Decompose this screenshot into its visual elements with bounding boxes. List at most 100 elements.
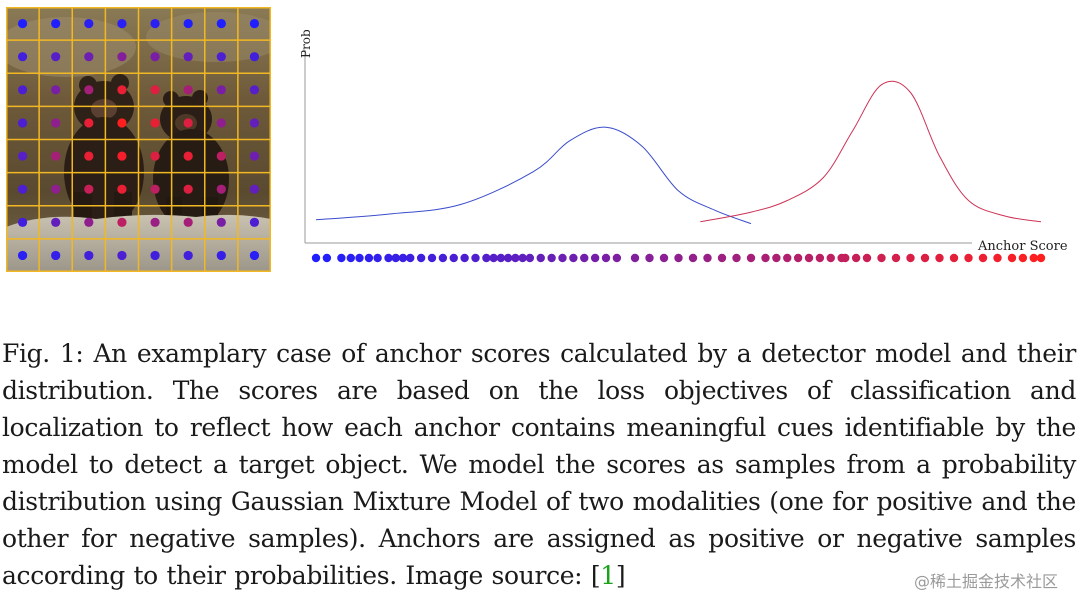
anchor-dot [51, 85, 61, 95]
citation-open-bracket: [ [590, 561, 601, 590]
anchor-dot [84, 52, 94, 62]
score-dot [398, 253, 408, 263]
anchor-dot [183, 52, 193, 62]
score-dot [391, 253, 400, 263]
anchor-dot [249, 184, 260, 194]
anchor-dot [51, 250, 61, 261]
anchor-dot [84, 18, 94, 29]
y-axis-label: Prob. [299, 30, 313, 58]
score-dot [772, 253, 781, 263]
anchor-dot [17, 18, 28, 29]
anchor-dot [249, 118, 260, 128]
anchor-dot [150, 151, 160, 161]
score-dot [449, 253, 458, 263]
score-dot [496, 253, 506, 263]
anchor-dot [216, 151, 226, 161]
anchor-dot [51, 118, 61, 128]
score-dot [489, 253, 498, 263]
score-dot [877, 253, 886, 263]
score-dot [311, 253, 321, 263]
anchor-dot [249, 217, 260, 227]
figure-caption: Fig. 1: An examplary case of anchor scor… [2, 335, 1076, 594]
score-dot [525, 253, 535, 263]
anchor-dot [249, 85, 260, 95]
score-dot [373, 253, 382, 263]
anchor-dot [249, 151, 260, 161]
density-curves [315, 80, 1042, 225]
score-dot [364, 253, 374, 263]
score-dot [1007, 253, 1017, 263]
anchor-dot [183, 184, 193, 194]
anchor-dot [117, 217, 127, 227]
score-dot [703, 253, 712, 263]
score-dot [659, 253, 669, 263]
score-dot [761, 253, 770, 263]
score-dot [891, 253, 901, 263]
score-dot [460, 253, 469, 263]
anchor-grid-photo [6, 7, 271, 272]
score-dot [688, 253, 698, 263]
score-dot [601, 253, 611, 263]
x-axis-label: Anchor Score [977, 239, 1068, 254]
anchor-dot [150, 118, 160, 128]
anchor-dot [183, 18, 193, 29]
score-dot [793, 253, 803, 263]
score-dot [804, 253, 814, 263]
score-dot [580, 253, 589, 263]
anchor-dot [84, 217, 94, 227]
score-dot [503, 253, 513, 263]
citation-link[interactable]: 1 [600, 561, 616, 590]
anchor-dot [150, 184, 160, 194]
anchor-dot [216, 217, 226, 227]
score-dot [1018, 253, 1028, 263]
score-dot [815, 253, 825, 263]
anchor-dot [150, 217, 160, 227]
score-dot [482, 253, 491, 263]
score-dot [438, 253, 448, 263]
score-dot [674, 253, 683, 263]
anchor-dot [183, 85, 193, 95]
anchor-dot [117, 18, 127, 29]
anchor-dot [117, 184, 127, 194]
score-dot [851, 253, 861, 263]
score-dot [645, 253, 654, 263]
score-dot [993, 253, 1002, 263]
anchor-dot [216, 250, 226, 261]
score-dot [547, 253, 556, 263]
score-dot [964, 253, 973, 263]
score-dot [630, 253, 640, 263]
score-dot [612, 253, 622, 263]
score-dot [427, 253, 437, 263]
score-dot [826, 253, 835, 263]
score-dot [590, 253, 600, 263]
positive-density-curve [700, 80, 1042, 223]
anchor-dot [17, 250, 28, 261]
anchor-dot [249, 18, 260, 29]
negative-density-curve [315, 126, 752, 225]
anchor-dot [51, 217, 61, 227]
anchor-dot [150, 250, 160, 261]
caption-text: Fig. 1: An examplary case of anchor scor… [2, 339, 1076, 590]
anchor-dot [249, 52, 260, 62]
score-dot [949, 253, 959, 263]
score-dot [920, 253, 930, 263]
score-dot [384, 253, 393, 263]
anchor-dot [183, 151, 193, 161]
anchor-dot [150, 18, 160, 29]
score-dot [569, 253, 578, 263]
anchor-dot [51, 18, 61, 29]
score-dot [518, 253, 527, 263]
score-dot [978, 253, 988, 263]
anchor-dot [17, 217, 28, 227]
score-dot [732, 253, 741, 263]
anchor-dot [183, 250, 193, 261]
anchor-dot [216, 184, 226, 194]
score-dot [406, 253, 415, 263]
anchor-dot [17, 184, 28, 194]
anchor-dot [51, 52, 61, 62]
anchor-dot [117, 151, 127, 161]
anchor-dot [216, 118, 226, 128]
score-dot [717, 253, 727, 263]
score-dot [1029, 253, 1038, 263]
anchor-dot [84, 85, 94, 95]
